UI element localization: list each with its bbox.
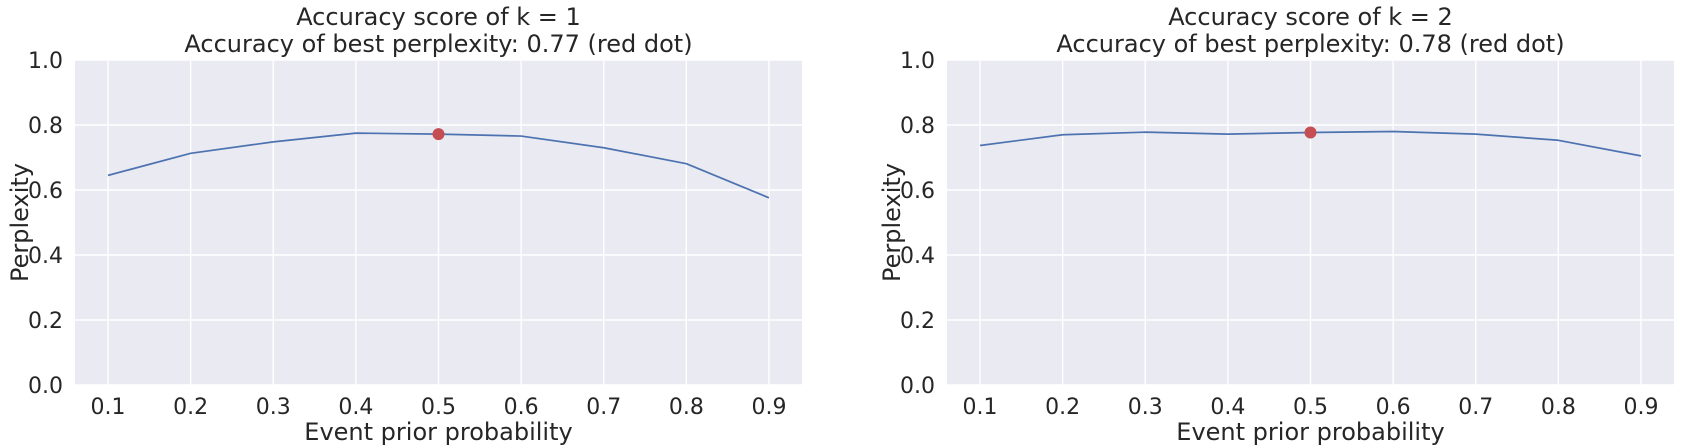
x-tick-label: 0.5	[1293, 395, 1328, 420]
chart-subtitle: Accuracy of best perplexity: 0.77 (red d…	[184, 30, 692, 58]
best-perplexity-dot	[432, 128, 445, 141]
y-tick-label: 0.0	[900, 374, 935, 399]
y-axis-label: Perplexity	[878, 163, 906, 282]
y-tick-label: 0.2	[900, 309, 935, 334]
x-tick-label: 0.8	[1541, 395, 1576, 420]
y-tick-label: 0.8	[900, 114, 935, 139]
y-tick-label: 0.2	[28, 309, 63, 334]
x-tick-label: 0.7	[1458, 395, 1493, 420]
x-tick-label: 0.2	[1045, 395, 1080, 420]
x-tick-label: 0.3	[1128, 395, 1163, 420]
x-tick-label: 0.3	[256, 395, 291, 420]
x-tick-label: 0.4	[338, 395, 373, 420]
y-tick-label: 0.6	[28, 179, 63, 204]
y-tick-label: 1.0	[900, 49, 935, 74]
x-tick-label: 0.6	[504, 395, 539, 420]
y-tick-label: 0.4	[28, 244, 63, 269]
chart-subtitle: Accuracy of best perplexity: 0.78 (red d…	[1056, 30, 1564, 58]
x-tick-label: 0.1	[963, 395, 998, 420]
x-tick-label: 0.6	[1376, 395, 1411, 420]
chart-k2: 0.1 0.2 0.3 0.4 0.5 0.6 0.7 0.8 0.9 0.0 0.2 0.4 0.6 0…	[878, 3, 1674, 446]
y-tick-label: 0.6	[900, 179, 935, 204]
x-tick-label: 0.4	[1210, 395, 1245, 420]
y-tick-label: 0.4	[900, 244, 935, 269]
x-tick-label: 0.5	[421, 395, 456, 420]
y-tick-label: 1.0	[28, 49, 63, 74]
y-tick-label: 0.8	[28, 114, 63, 139]
best-perplexity-dot	[1304, 126, 1317, 139]
x-axis-label: Event prior probability	[304, 418, 572, 446]
chart-title: Accuracy score of k = 1	[296, 3, 581, 31]
x-tick-label: 0.1	[91, 395, 126, 420]
x-tick-label: 0.2	[173, 395, 208, 420]
chart-title: Accuracy score of k = 2	[1168, 3, 1453, 31]
x-tick-label: 0.8	[669, 395, 704, 420]
y-tick-label: 0.0	[28, 374, 63, 399]
x-tick-label: 0.9	[1623, 395, 1658, 420]
x-tick-label: 0.9	[751, 395, 786, 420]
x-axis-label: Event prior probability	[1176, 418, 1444, 446]
x-tick-label: 0.7	[586, 395, 621, 420]
y-axis-label: Perplexity	[6, 163, 34, 282]
chart-k1: 0.1 0.2 0.3 0.4 0.5 0.6 0.7 0.8 0.9 0.0 0.2 0.4 0.6 0…	[6, 3, 802, 446]
